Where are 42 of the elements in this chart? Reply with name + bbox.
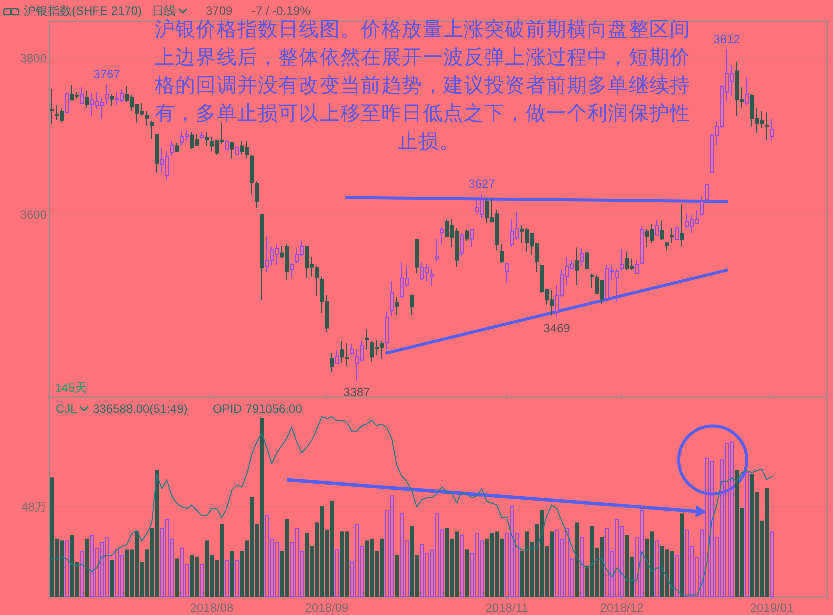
bar: [460, 535, 464, 598]
ref-line-label: 48万: [22, 500, 47, 514]
annotation: 3627: [468, 176, 496, 191]
bar: [745, 472, 749, 598]
bar: [175, 558, 179, 598]
text: CJL: [56, 402, 78, 416]
bar: [225, 560, 229, 598]
chart-title: 沪银指数(SHFE 2170): [24, 4, 142, 18]
text: OPID 791056.00: [213, 402, 303, 416]
x-tick-label: 2018/08: [190, 601, 234, 615]
bar: [465, 550, 469, 598]
annotation: 沪银价格指数日线图。价格放量上涨突破前期横向盘整区间上边界线后，整体依然在展开一波反弹上涨过程中，短期价格的回调并没有改变当前趋势，建议投资者前期多单继续持有，多单止损可以上移至昨日低点之下，做一个利润保护性止损。: [155, 16, 692, 155]
bar: [110, 560, 114, 598]
annotation: 3812: [714, 32, 741, 46]
bar: [655, 540, 659, 598]
text: -7 / -0.19%: [252, 4, 312, 18]
text: 336588.00(51:49): [93, 402, 188, 416]
bar: [85, 538, 89, 598]
text: 日线: [152, 4, 176, 18]
bar: [335, 550, 339, 598]
bar: [235, 560, 239, 598]
annotation: 145天: [55, 381, 88, 395]
x-tick-label: 2019/01: [750, 601, 794, 615]
x-tick-label: 2018/12: [600, 601, 644, 615]
bar: [680, 514, 684, 598]
bar: [675, 555, 679, 598]
text: 3709: [206, 4, 234, 18]
annotation: 3767: [94, 68, 121, 82]
bar: [200, 564, 204, 598]
bar: [580, 537, 584, 598]
x-tick-label: 2018/11: [486, 601, 529, 615]
bar: [230, 552, 234, 598]
bar: [770, 532, 774, 598]
bar: [65, 540, 69, 598]
y-tick-label: 3600: [20, 208, 48, 222]
annotation: 3387: [344, 385, 371, 400]
bar: [80, 552, 84, 598]
bar: [395, 555, 399, 598]
annotation: 3469: [544, 321, 571, 336]
bar: [575, 522, 579, 598]
x-tick-label: 2018/09: [305, 601, 350, 615]
y-tick-label: 3800: [20, 52, 48, 66]
